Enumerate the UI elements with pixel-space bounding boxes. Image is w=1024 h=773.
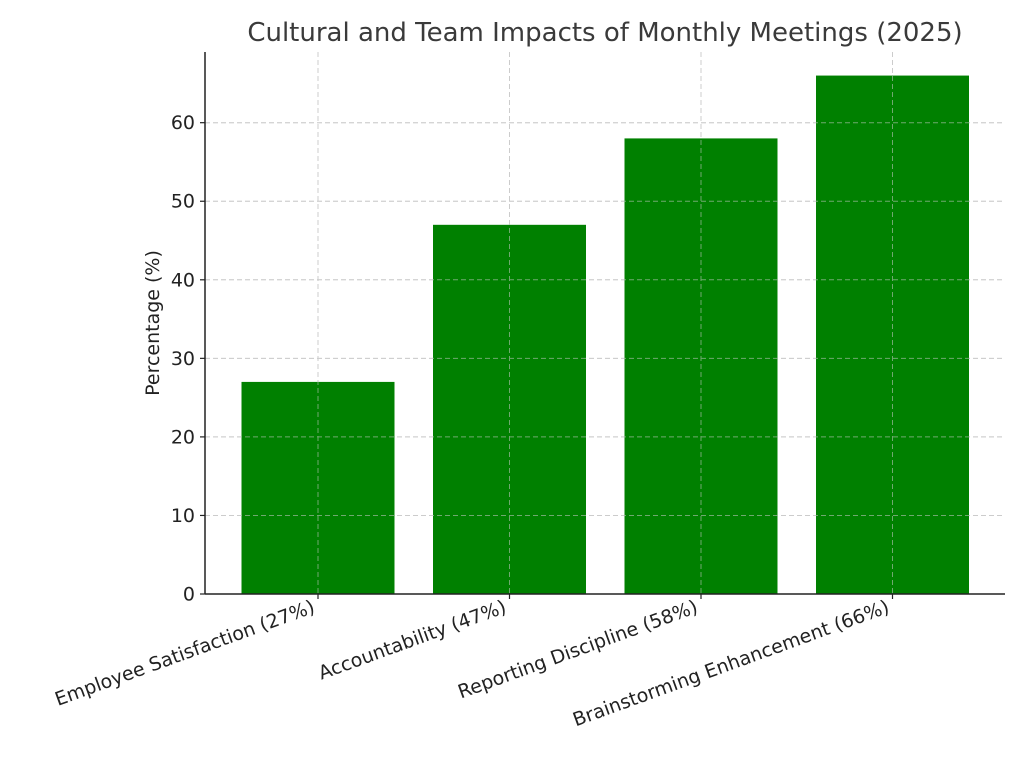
x-tick-labels: Employee Satisfaction (27%)Accountabilit… (52, 596, 892, 731)
axes-layer (200, 52, 1005, 599)
bars-layer (241, 75, 969, 595)
chart-title: Cultural and Team Impacts of Monthly Mee… (247, 18, 962, 48)
x-tick-label: Accountability (47%) (316, 596, 510, 684)
y-tick-label: 50 (171, 191, 195, 213)
x-tick-label: Brainstorming Enhancement (66%) (570, 596, 892, 731)
x-tick-label: Employee Satisfaction (27%) (52, 596, 318, 711)
y-tick-label: 40 (171, 269, 195, 291)
y-tick-label: 30 (171, 348, 195, 370)
y-axis-label: Percentage (%) (142, 250, 164, 396)
y-tick-label: 0 (183, 584, 195, 606)
y-tick-label: 60 (171, 112, 195, 134)
y-tick-label: 20 (171, 426, 195, 448)
grid-overlay (205, 52, 1005, 595)
y-tick-labels: 0 10 20 30 40 50 60 (171, 112, 195, 605)
y-tick-label: 10 (171, 505, 195, 527)
